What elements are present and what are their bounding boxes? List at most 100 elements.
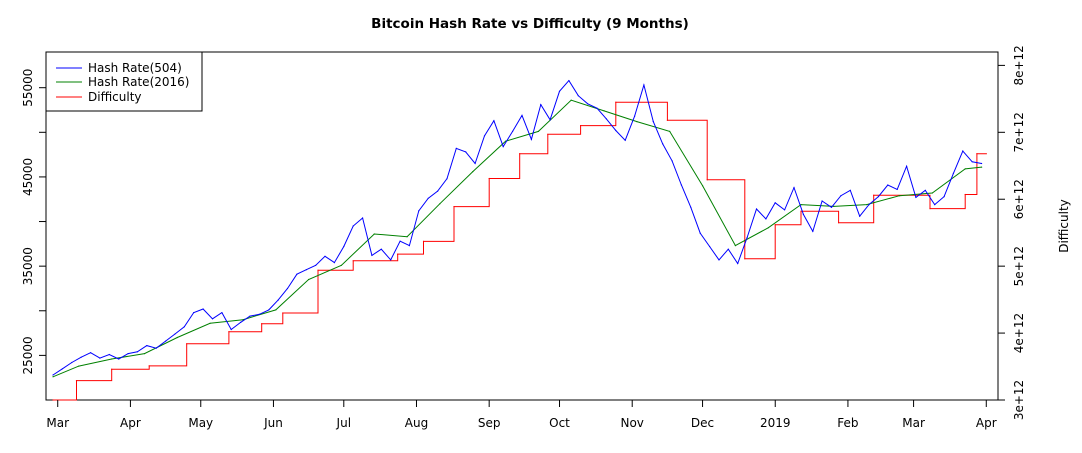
data-point	[155, 347, 157, 349]
y-right-tick-label: 8e+12	[1012, 45, 1026, 85]
data-point	[898, 195, 901, 197]
data-point	[71, 361, 73, 364]
x-tick-label: Jul	[336, 416, 351, 430]
data-point	[493, 120, 495, 122]
data-point	[669, 130, 671, 132]
data-point	[636, 121, 638, 123]
x-tick-label: 2019	[760, 416, 791, 430]
data-point	[706, 179, 708, 181]
data-point	[570, 99, 572, 101]
data-point	[317, 269, 319, 271]
data-point	[737, 262, 739, 265]
data-point	[80, 356, 82, 358]
data-point	[183, 326, 185, 328]
y-left-tick-label: 35000	[21, 247, 35, 285]
data-point	[868, 204, 870, 206]
data-point	[148, 365, 150, 367]
y-left-tick-label: 55000	[21, 69, 35, 107]
data-point	[474, 162, 476, 165]
data-point	[277, 299, 279, 301]
data-point	[209, 322, 211, 324]
series-hash-rate-2016-	[52, 99, 983, 378]
y-left-tick-label: 45000	[21, 158, 35, 196]
data-point	[240, 321, 242, 323]
data-point	[943, 196, 945, 198]
data-point	[399, 240, 401, 242]
x-tick-label: Jun	[263, 416, 283, 430]
data-point	[774, 224, 776, 226]
x-tick-label: Mar	[46, 416, 69, 430]
series-difficulty	[52, 101, 987, 401]
legend-label-hash-rate-504: Hash Rate(504)	[88, 61, 182, 75]
data-point	[744, 258, 746, 260]
data-point	[390, 259, 392, 261]
data-point	[755, 208, 758, 210]
data-point	[472, 171, 474, 173]
x-tick-label: Sep	[478, 416, 501, 430]
data-point	[186, 343, 188, 345]
data-point	[75, 380, 78, 382]
legend-label-difficulty: Difficulty	[88, 90, 142, 104]
data-point	[866, 204, 868, 206]
data-point	[324, 255, 326, 257]
data-point	[418, 210, 420, 212]
data-point	[734, 245, 737, 247]
data-point	[671, 160, 673, 162]
data-point	[308, 278, 310, 281]
data-point	[296, 273, 298, 275]
data-point	[774, 202, 776, 204]
data-point	[603, 110, 605, 112]
data-point	[111, 358, 113, 360]
data-point	[455, 147, 457, 149]
data-point	[193, 312, 195, 314]
y-right-tick-label: 5e+12	[1012, 246, 1026, 286]
data-point	[143, 353, 146, 355]
data-point	[981, 162, 983, 165]
data-point	[99, 357, 101, 359]
data-point	[568, 80, 570, 82]
data-point	[699, 232, 701, 234]
data-point	[929, 208, 931, 210]
series-line	[52, 79, 982, 376]
data-point	[964, 168, 966, 170]
y-right-tick-label: 6e+12	[1012, 179, 1026, 219]
y-right-tick-label: 4e+12	[1012, 313, 1026, 353]
chart-title: Bitcoin Hash Rate vs Difficulty (9 Month…	[371, 16, 689, 32]
data-point	[624, 139, 626, 141]
data-point	[784, 209, 786, 211]
data-point	[174, 333, 176, 335]
data-point	[340, 264, 342, 266]
data-point	[690, 206, 692, 208]
data-point	[793, 187, 795, 189]
x-tick-label: Dec	[691, 416, 714, 430]
series-line	[53, 101, 987, 401]
data-point	[709, 245, 711, 248]
data-point	[615, 129, 617, 132]
data-point	[934, 204, 936, 206]
data-point	[230, 328, 232, 331]
data-point	[838, 222, 840, 224]
data-point	[849, 189, 851, 191]
y-right-tick-label: 7e+12	[1012, 112, 1026, 152]
data-point	[821, 200, 823, 202]
data-point	[483, 135, 486, 137]
data-point	[519, 153, 521, 155]
data-point	[727, 248, 729, 250]
data-point	[605, 118, 608, 120]
data-point	[258, 313, 260, 315]
data-point	[118, 358, 120, 360]
data-point	[286, 287, 289, 290]
data-point	[437, 190, 439, 192]
data-point	[111, 368, 113, 370]
data-point	[211, 318, 214, 320]
data-point	[615, 101, 617, 103]
data-point	[453, 206, 455, 208]
data-point	[652, 121, 654, 123]
data-point	[282, 312, 284, 314]
data-point	[840, 195, 842, 197]
data-point	[371, 254, 373, 256]
data-point	[406, 236, 408, 238]
data-point	[343, 245, 345, 248]
data-point	[488, 177, 490, 180]
data-point	[964, 193, 966, 196]
